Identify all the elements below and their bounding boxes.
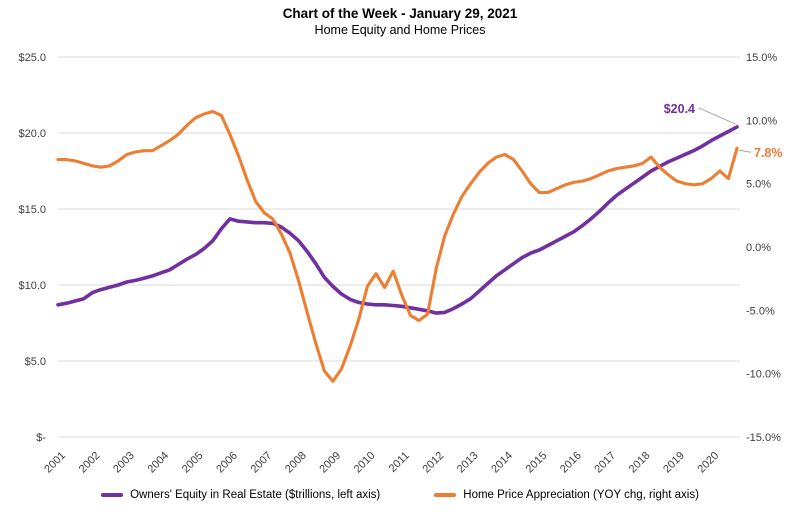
right-axis-tick-label: 15.0% [746, 52, 777, 64]
owners-equity-end-label: $20.4 [664, 102, 695, 116]
x-axis-tick-label: 2013 [455, 450, 481, 476]
legend-item-home-price: Home Price Appreciation (YOY chg, right … [434, 489, 699, 501]
left-axis-tick-label: $15.0 [18, 204, 46, 216]
x-axis-tick-label: 2009 [317, 450, 343, 476]
home-price-leader-line [738, 149, 752, 153]
x-axis-tick-label: 2018 [627, 450, 653, 476]
x-axis-tick-label: 2017 [592, 450, 618, 476]
x-axis-tick-label: 2016 [558, 450, 584, 476]
left-axis-tick-label: $5.0 [25, 356, 46, 368]
legend-label-home-price: Home Price Appreciation (YOY chg, right … [463, 489, 699, 501]
legend-item-owners-equity: Owners' Equity in Real Estate ($trillion… [101, 489, 380, 501]
x-axis-tick-label: 2005 [180, 450, 206, 476]
left-axis-tick-label: $- [36, 432, 46, 444]
x-axis-tick-label: 2014 [489, 450, 515, 476]
right-axis-tick-label: -15.0% [746, 432, 781, 444]
x-axis-tick-label: 2019 [661, 450, 687, 476]
right-axis-tick-label: 5.0% [746, 179, 771, 191]
chart-subtitle: Home Equity and Home Prices [314, 23, 486, 37]
home-price-line-swatch [434, 493, 457, 497]
owners-equity-line [56, 125, 739, 315]
right-axis-tick-label: 0.0% [746, 242, 771, 254]
x-axis-tick-label: 2001 [42, 450, 68, 476]
home-price-line [56, 109, 739, 383]
x-axis-tick-label: 2003 [111, 450, 137, 476]
x-axis-tick-label: 2011 [387, 450, 412, 475]
left-axis-tick-label: $20.0 [18, 128, 46, 140]
right-axis-tick-label: -10.0% [746, 369, 781, 381]
x-axis-tick-label: 2004 [145, 450, 171, 476]
owners-equity-leader-line [698, 107, 736, 125]
x-axis-tick-label: 2002 [77, 450, 103, 476]
left-axis-tick-label: $25.0 [18, 52, 46, 64]
x-axis-tick-label: 2015 [524, 450, 550, 476]
home-price-end-label: 7.8% [754, 146, 783, 160]
legend: Owners' Equity in Real Estate ($trillion… [0, 489, 800, 501]
right-axis-tick-label: -5.0% [746, 305, 775, 317]
legend-label-owners-equity: Owners' Equity in Real Estate ($trillion… [130, 489, 381, 501]
x-axis-tick-label: 2008 [283, 450, 309, 476]
x-axis-tick-label: 2012 [421, 450, 447, 476]
x-axis-tick-label: 2020 [696, 450, 722, 476]
x-axis-tick-label: 2006 [214, 450, 240, 476]
x-axis-tick-label: 2010 [352, 450, 378, 476]
right-axis-tick-label: 10.0% [746, 115, 777, 127]
chart-title: Chart of the Week - January 29, 2021 [282, 6, 518, 21]
x-axis-tick-label: 2007 [249, 450, 275, 476]
owners-equity-line-swatch [101, 493, 124, 497]
left-axis-tick-label: $10.0 [18, 280, 46, 292]
